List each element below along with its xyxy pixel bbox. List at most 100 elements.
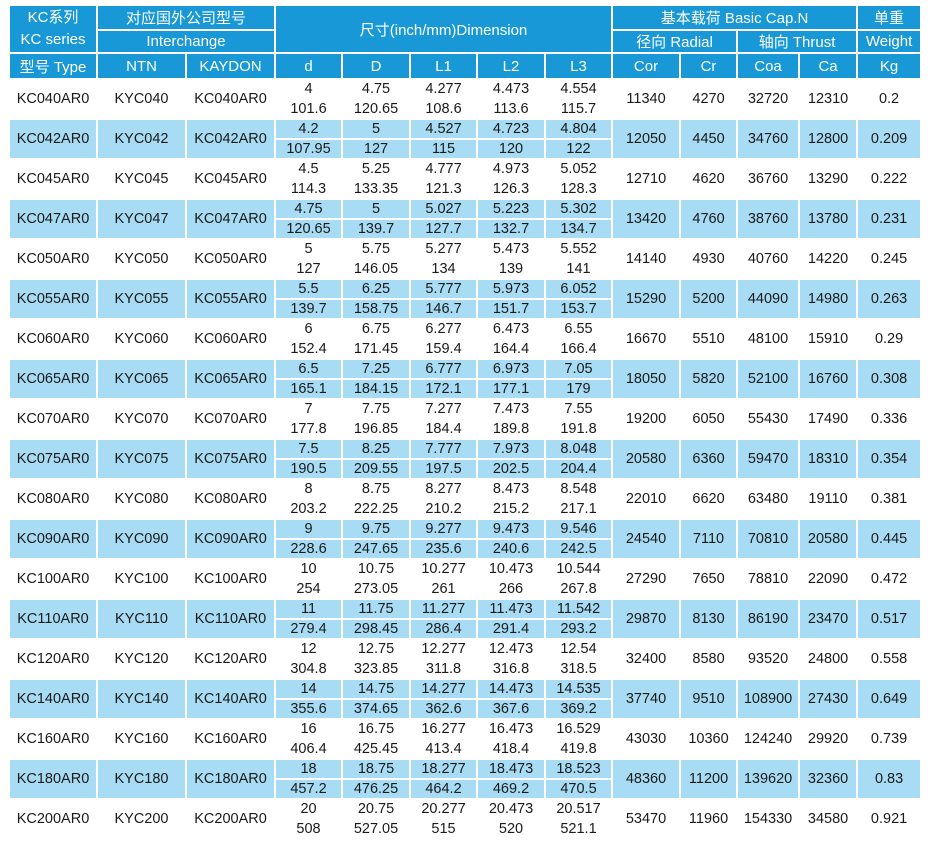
cell-d-inch: 6 xyxy=(276,320,342,338)
cell-cor: 37740 xyxy=(613,680,680,718)
table-row: KC042AR0 KYC042 KC042AR0 4.2 5 4.527 4.723 4.80… xyxy=(10,120,921,158)
cell-type: KC100AR0 xyxy=(10,560,96,598)
cell-cr: 10360 xyxy=(681,720,737,758)
cell-type: KC042AR0 xyxy=(10,120,96,158)
cell-kaydon: KC065AR0 xyxy=(187,360,275,398)
cell-ntn: KYC050 xyxy=(98,240,185,278)
cell-L3-mm: 369.2 xyxy=(546,700,612,718)
table-row-mm: 279.4 298.45 286.4 291.4 293.2 xyxy=(10,620,920,638)
cell-cor: 43030 xyxy=(613,720,680,758)
cell-ca: 29920 xyxy=(800,720,857,758)
cell-L2-mm: 215.2 xyxy=(478,500,545,518)
cell-ca: 20580 xyxy=(800,520,857,558)
cell-cr: 5510 xyxy=(681,320,737,358)
table-row: KC047AR0 KYC047 KC047AR0 4.75 5 5.027 5.223 5.3… xyxy=(10,200,921,238)
cell-d-inch: 16 xyxy=(276,720,342,738)
cell-D-mm: 298.45 xyxy=(343,620,410,638)
cell-coa: 139620 xyxy=(738,760,799,798)
cell-L3-mm: 217.1 xyxy=(546,500,612,518)
cell-kg: 0.2 xyxy=(858,80,921,118)
table-row-mm: 101.6 120.65 108.6 113.6 115.7 xyxy=(10,100,920,118)
cell-cor: 53470 xyxy=(613,800,680,838)
table-row: KC075AR0 KYC075 KC075AR0 7.5 8.25 7.777 7.973 8… xyxy=(10,440,921,478)
cell-kaydon: KC110AR0 xyxy=(187,600,275,638)
cell-L3-mm: 521.1 xyxy=(546,820,612,838)
cell-ca: 24800 xyxy=(800,640,857,678)
table-row-mm: 152.4 171.45 159.4 164.4 166.4 xyxy=(10,340,920,358)
cell-D-inch: 8.25 xyxy=(343,440,410,458)
table-row-mm: 203.2 222.25 210.2 215.2 217.1 xyxy=(10,500,920,518)
cell-d-mm: 120.65 xyxy=(276,220,342,238)
cell-L2-inch: 6.473 xyxy=(478,320,545,338)
cell-kg: 0.29 xyxy=(858,320,921,358)
cell-D-mm: 146.05 xyxy=(343,260,410,278)
cell-ca: 14220 xyxy=(800,240,857,278)
cell-L2-inch: 4.973 xyxy=(478,160,545,178)
cell-ntn: KYC047 xyxy=(98,200,185,238)
cell-ca: 15910 xyxy=(800,320,857,358)
header-weight-en: Weight xyxy=(858,31,921,52)
cell-L2-mm: 113.6 xyxy=(478,100,545,118)
cell-d-inch: 20 xyxy=(276,800,342,818)
cell-kg: 0.558 xyxy=(858,640,921,678)
cell-coa: 36760 xyxy=(738,160,799,198)
cell-D-mm: 171.45 xyxy=(343,340,410,358)
cell-kaydon: KC200AR0 xyxy=(187,800,275,838)
cell-L1-inch: 8.277 xyxy=(411,480,477,498)
cell-kg: 0.231 xyxy=(858,200,921,238)
cell-kg: 0.921 xyxy=(858,800,921,838)
cell-D-inch: 6.25 xyxy=(343,280,410,298)
cell-kaydon: KC120AR0 xyxy=(187,640,275,678)
cell-type: KC180AR0 xyxy=(10,760,96,798)
cell-ntn: KYC090 xyxy=(98,520,185,558)
cell-d-mm: 114.3 xyxy=(276,180,342,198)
cell-d-mm: 457.2 xyxy=(276,780,342,798)
cell-L1-inch: 16.277 xyxy=(411,720,477,738)
cell-cor: 48360 xyxy=(613,760,680,798)
cell-L3-mm: 115.7 xyxy=(546,100,612,118)
cell-L1-inch: 11.277 xyxy=(411,600,477,618)
cell-D-inch: 8.75 xyxy=(343,480,410,498)
cell-kaydon: KC100AR0 xyxy=(187,560,275,598)
table-row-mm: 508 527.05 515 520 521.1 xyxy=(10,820,920,838)
cell-L3-mm: 419.8 xyxy=(546,740,612,758)
cell-d-inch: 7 xyxy=(276,400,342,418)
cell-type: KC047AR0 xyxy=(10,200,96,238)
table-row-mm: 177.8 196.85 184.4 189.8 191.8 xyxy=(10,420,920,438)
header-row-2: Interchange 径向 Radial 轴向 Thrust Weight xyxy=(10,31,921,52)
cell-coa: 70810 xyxy=(738,520,799,558)
cell-coa: 93520 xyxy=(738,640,799,678)
cell-D-inch: 5 xyxy=(343,200,410,218)
cell-D-inch: 10.75 xyxy=(343,560,410,578)
cell-L3-inch: 11.542 xyxy=(546,600,612,618)
cell-L1-inch: 7.277 xyxy=(411,400,477,418)
cell-L1-mm: 146.7 xyxy=(411,300,477,318)
cell-L2-mm: 132.7 xyxy=(478,220,545,238)
cell-ca: 19110 xyxy=(800,480,857,518)
cell-L1-inch: 9.277 xyxy=(411,520,477,538)
cell-kaydon: KC070AR0 xyxy=(187,400,275,438)
table-body: KC040AR0 KYC040 KC040AR0 4 4.75 4.277 4.473 4.5… xyxy=(10,80,921,838)
table-row: KC050AR0 KYC050 KC050AR0 5 5.75 5.277 5.473 5.5… xyxy=(10,240,921,278)
cell-L3-inch: 8.548 xyxy=(546,480,612,498)
cell-ntn: KYC120 xyxy=(98,640,185,678)
cell-L2-inch: 4.723 xyxy=(478,120,545,138)
cell-kg: 0.336 xyxy=(858,400,921,438)
cell-L1-mm: 184.4 xyxy=(411,420,477,438)
cell-d-inch: 4.75 xyxy=(276,200,342,218)
cell-D-mm: 247.65 xyxy=(343,540,410,558)
cell-d-mm: 279.4 xyxy=(276,620,342,638)
cell-kaydon: KC140AR0 xyxy=(187,680,275,718)
cell-ca: 12310 xyxy=(800,80,857,118)
table-row-mm: 228.6 247.65 235.6 240.6 242.5 xyxy=(10,540,920,558)
cell-coa: 59470 xyxy=(738,440,799,478)
cell-cr: 9510 xyxy=(681,680,737,718)
cell-ca: 14980 xyxy=(800,280,857,318)
col-header-coa: Coa xyxy=(738,54,799,78)
cell-d-mm: 304.8 xyxy=(276,660,342,678)
cell-L1-mm: 413.4 xyxy=(411,740,477,758)
cell-d-inch: 4.5 xyxy=(276,160,342,178)
cell-ca: 34580 xyxy=(800,800,857,838)
cell-L3-mm: 204.4 xyxy=(546,460,612,478)
